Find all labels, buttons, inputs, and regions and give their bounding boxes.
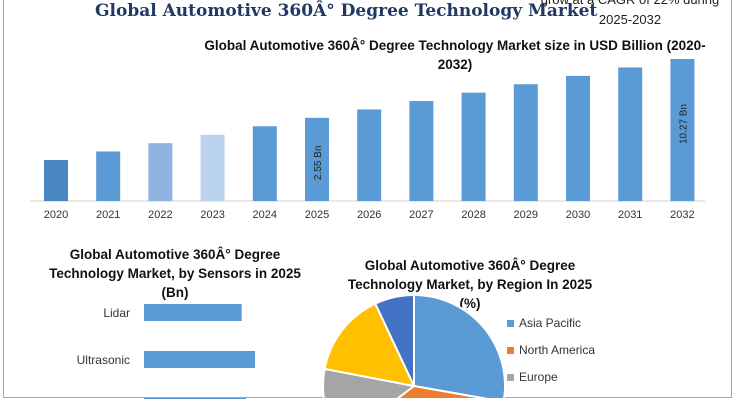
bar-2030: [566, 75, 590, 201]
x-tick-label: 2029: [514, 209, 538, 221]
bar-2023: [200, 134, 225, 201]
pie-slice-europe: [322, 367, 415, 400]
legend-label: North America: [519, 343, 596, 357]
page-title: Global Automotive 360Â° Degree Technolog…: [95, 1, 598, 21]
sensor-chart-title: Global Automotive 360Â° Degree Technolog…: [49, 247, 301, 300]
data-label: 2.55 Bn: [313, 146, 324, 180]
legend-swatch: [507, 374, 514, 381]
x-tick-label: 2024: [253, 209, 277, 221]
bar-2029: [513, 84, 538, 201]
pie-slice-4: [374, 294, 415, 387]
x-tick-label: 2032: [670, 209, 694, 221]
legend-item: Asia Pacific: [507, 316, 595, 343]
x-tick-label: 2030: [566, 209, 590, 221]
region-chart-title: Global Automotive 360Â° Degree Technolog…: [347, 258, 593, 311]
bar-2025: [305, 117, 329, 201]
sensor-bar: [144, 398, 247, 399]
bar-2021: [96, 151, 121, 201]
bar-2027: [409, 100, 434, 201]
bar-2022: [148, 143, 173, 201]
legend-label: Europe: [519, 370, 558, 384]
x-tick-label: 2022: [148, 209, 172, 221]
legend-swatch: [507, 320, 514, 327]
bar-2026: [357, 109, 382, 201]
pie-slice-3: [323, 302, 415, 387]
sensor-label: Lidar: [103, 306, 130, 320]
pie-slice-north-america: [395, 385, 489, 400]
x-tick-label: 2028: [461, 209, 485, 221]
sensor-bar: [144, 351, 255, 368]
pie-legend: Asia Pacific North America Europe: [507, 316, 595, 397]
bar-2028: [461, 92, 486, 201]
pie-slice-asia-pacific: [413, 294, 506, 400]
legend-swatch: [507, 347, 514, 354]
x-tick-label: 2031: [618, 209, 642, 221]
bar-2024: [252, 126, 277, 201]
x-tick-label: 2020: [44, 209, 68, 221]
legend-item: Europe: [507, 370, 595, 397]
bar-2031: [618, 67, 643, 201]
bar-2020: [44, 160, 68, 201]
x-tick-label: 2027: [409, 209, 433, 221]
sensor-label: Ultrasonic: [77, 353, 130, 367]
legend-label: Asia Pacific: [519, 316, 582, 330]
x-tick-label: 2025: [305, 209, 329, 221]
legend-item: North America: [507, 343, 595, 370]
x-tick-label: 2023: [200, 209, 224, 221]
bar-chart-title: Global Automotive 360Â° Degree Technolog…: [204, 38, 706, 72]
x-tick-label: 2021: [96, 209, 120, 221]
x-tick-label: 2026: [357, 209, 381, 221]
data-label: 10.27 Bn: [678, 104, 689, 144]
sensor-bar: [144, 304, 242, 321]
bar-2032: [670, 59, 695, 201]
cagr-note: grow at a CAGR of 22% during2025-2032: [541, 0, 719, 27]
